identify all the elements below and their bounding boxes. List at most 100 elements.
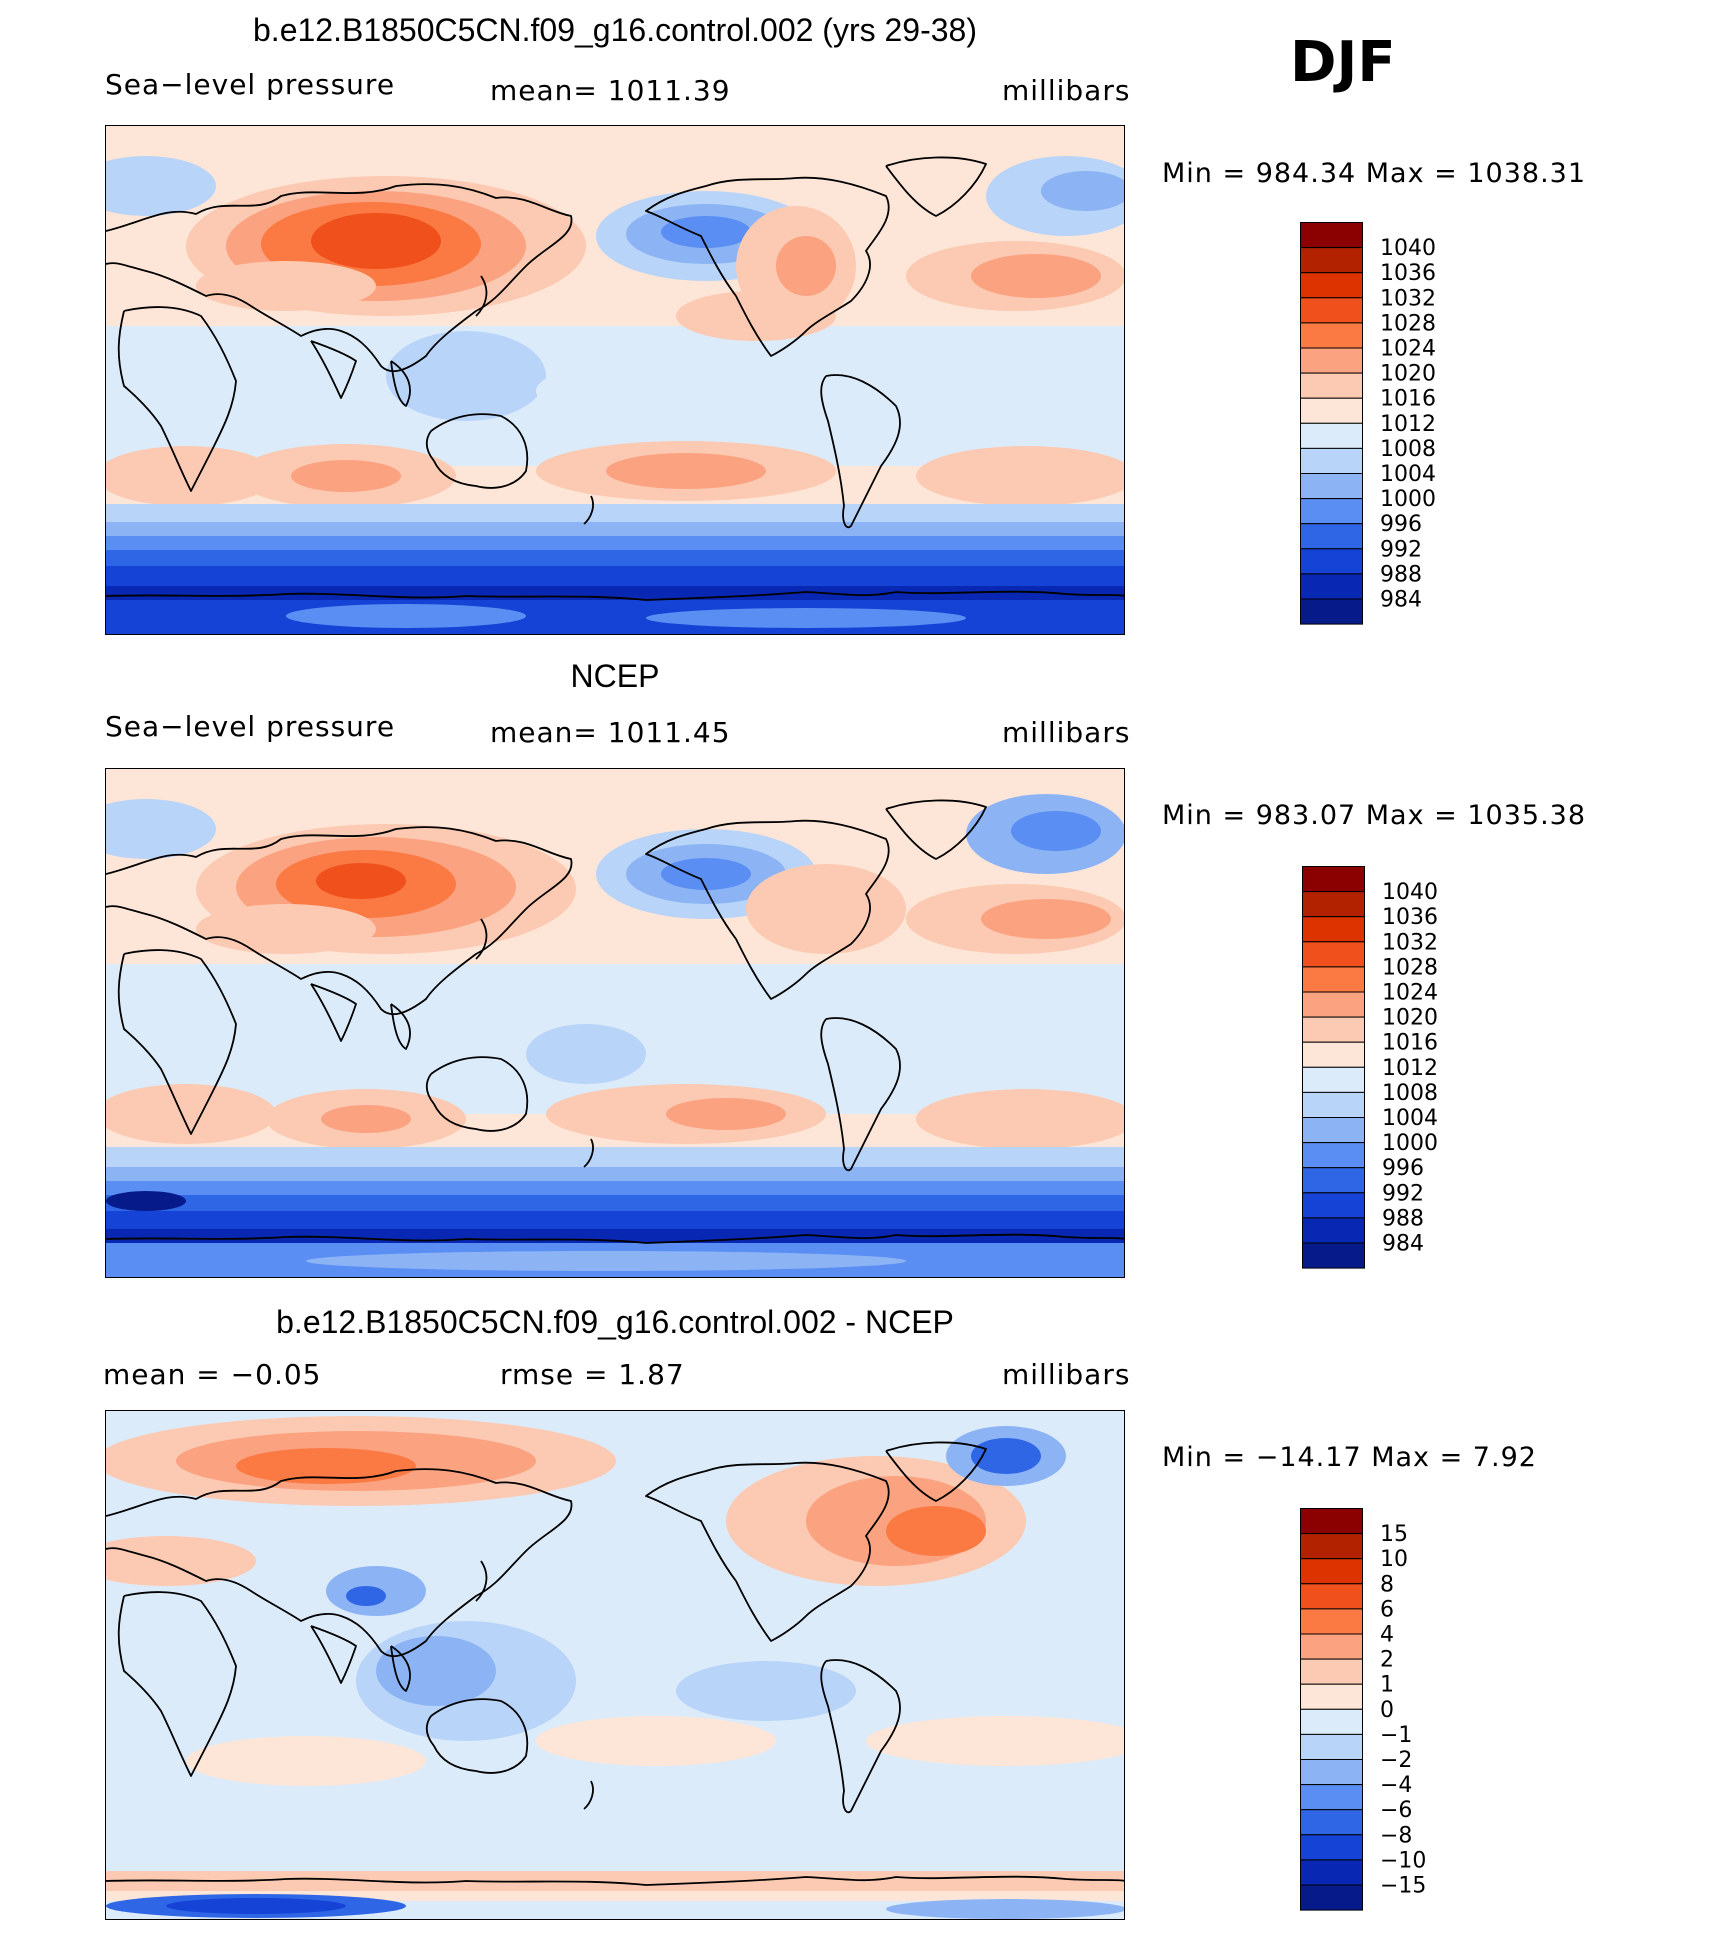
colorbar-swatch: [1300, 1533, 1363, 1560]
colorbar-label: 1032: [1382, 930, 1438, 955]
panel-left-label: Sea−level pressure: [105, 710, 396, 743]
colorbar-label: 992: [1380, 537, 1422, 562]
colorbar-swatch: [1300, 447, 1363, 474]
colorbar-label: 1024: [1382, 981, 1438, 1006]
colorbar-swatch: [1302, 891, 1365, 918]
colorbar-swatch: [1300, 473, 1363, 500]
colorbar-label: −6: [1380, 1798, 1412, 1823]
colorbar-label: −4: [1380, 1773, 1412, 1798]
colorbar-label: 1036: [1382, 905, 1438, 930]
filled-contours: [106, 1411, 1124, 1919]
colorbar-label: 988: [1382, 1206, 1424, 1231]
colorbar-label: 1000: [1380, 487, 1436, 512]
colorbar-label: −8: [1380, 1823, 1412, 1848]
colorbar-swatch: [1300, 598, 1363, 625]
colorbar-swatch: [1300, 247, 1363, 274]
colorbar-label: 1024: [1380, 337, 1436, 362]
colorbar-label: 1: [1380, 1673, 1394, 1698]
colorbar-label: −15: [1380, 1874, 1426, 1899]
colorbar-swatch: [1300, 272, 1363, 299]
colorbar-label: 1020: [1382, 1006, 1438, 1031]
colorbar-label: 1032: [1380, 286, 1436, 311]
colorbar-label: 984: [1380, 588, 1422, 613]
colorbar-swatch: [1300, 372, 1363, 399]
colorbar-label: 1028: [1380, 311, 1436, 336]
colorbar-label: 15: [1380, 1522, 1408, 1547]
colorbar-label: 4: [1380, 1623, 1394, 1648]
panel-minmax: Min = 984.34 Max = 1038.31: [1162, 158, 1587, 189]
colorbar-swatch: [1300, 1583, 1363, 1610]
panel-mean-label: mean= 1011.39: [490, 74, 731, 107]
colorbar-swatch: [1300, 573, 1363, 600]
colorbar-swatch: [1300, 1708, 1363, 1735]
panel-left-label: Sea−level pressure: [105, 68, 396, 101]
colorbar-label: 10: [1380, 1547, 1408, 1572]
colorbar-label: 1004: [1380, 462, 1436, 487]
model-slp-map: [105, 125, 1125, 635]
colorbar-swatch: [1300, 548, 1363, 575]
colorbar-swatch: [1302, 1091, 1365, 1118]
colorbar-swatch: [1302, 1242, 1365, 1269]
colorbar-label: 0: [1380, 1698, 1394, 1723]
colorbar-label: 984: [1382, 1232, 1424, 1257]
colorbar-label: 1012: [1380, 412, 1436, 437]
colorbar-swatch: [1300, 422, 1363, 449]
colorbar-label: 6: [1380, 1597, 1394, 1622]
colorbar-label: 1012: [1382, 1056, 1438, 1081]
colorbar-label: 1020: [1380, 362, 1436, 387]
colorbar-label: 8: [1380, 1572, 1394, 1597]
panel-units-label: millibars: [1002, 1358, 1131, 1391]
difference-map: [105, 1410, 1125, 1920]
panel-mean-label: mean= 1011.45: [490, 716, 731, 749]
colorbar-swatch: [1300, 1884, 1363, 1911]
coastlines: [106, 1441, 1124, 1886]
colorbar-swatch: [1300, 1784, 1363, 1811]
colorbar-label: 1008: [1382, 1081, 1438, 1106]
panel-mean-label: mean = −0.05: [103, 1358, 322, 1391]
colorbar-swatch: [1300, 397, 1363, 424]
colorbar-swatch: [1300, 1658, 1363, 1685]
colorbar-swatch: [1300, 1508, 1363, 1535]
colorbar-label: 1040: [1382, 880, 1438, 905]
colorbar-swatch: [1302, 1117, 1365, 1144]
season-label: DJF: [1290, 30, 1396, 95]
colorbar-swatch: [1300, 1558, 1363, 1585]
colorbar-label: 992: [1382, 1181, 1424, 1206]
colorbar-label: −1: [1380, 1723, 1412, 1748]
colorbar-label: 1016: [1382, 1031, 1438, 1056]
colorbar-swatch: [1300, 523, 1363, 550]
colorbar-label: 1004: [1382, 1106, 1438, 1131]
colorbar-label: 1008: [1380, 437, 1436, 462]
colorbar-swatch: [1302, 991, 1365, 1018]
colorbar-swatch: [1302, 1066, 1365, 1093]
colorbar-swatch: [1302, 966, 1365, 993]
colorbar-swatch: [1300, 322, 1363, 349]
colorbar-swatch: [1300, 1608, 1363, 1635]
panel-title: b.e12.B1850C5CN.f09_g16.control.002 - NC…: [276, 1304, 954, 1340]
colorbar-swatch: [1302, 1041, 1365, 1068]
colorbar-swatch: [1302, 1142, 1365, 1169]
colorbar-label: 988: [1380, 562, 1422, 587]
colorbar-swatch: [1302, 1192, 1365, 1219]
colorbar-swatch: [1300, 1683, 1363, 1710]
colorbar-swatch: [1302, 1016, 1365, 1043]
panel-rmse-label: rmse = 1.87: [500, 1358, 685, 1391]
filled-contours: [106, 126, 1124, 634]
colorbar-swatch: [1302, 916, 1365, 943]
panel-minmax: Min = −14.17 Max = 7.92: [1162, 1442, 1537, 1473]
colorbar-swatch: [1300, 1633, 1363, 1660]
colorbar-label: 1000: [1382, 1131, 1438, 1156]
obs-colorbar: 1040103610321028102410201016101210081004…: [1302, 866, 1438, 1269]
colorbar-label: 996: [1380, 512, 1422, 537]
filled-contours: [106, 769, 1124, 1277]
colorbar-swatch: [1302, 866, 1365, 893]
panel-title: NCEP: [570, 658, 660, 694]
colorbar-label: 1016: [1380, 387, 1436, 412]
colorbar-swatch: [1300, 297, 1363, 324]
obs-slp-map: [105, 768, 1125, 1278]
colorbar-label: 2: [1380, 1648, 1394, 1673]
colorbar-swatch: [1300, 1859, 1363, 1886]
colorbar-label: −2: [1380, 1748, 1412, 1773]
colorbar-swatch: [1300, 1759, 1363, 1786]
